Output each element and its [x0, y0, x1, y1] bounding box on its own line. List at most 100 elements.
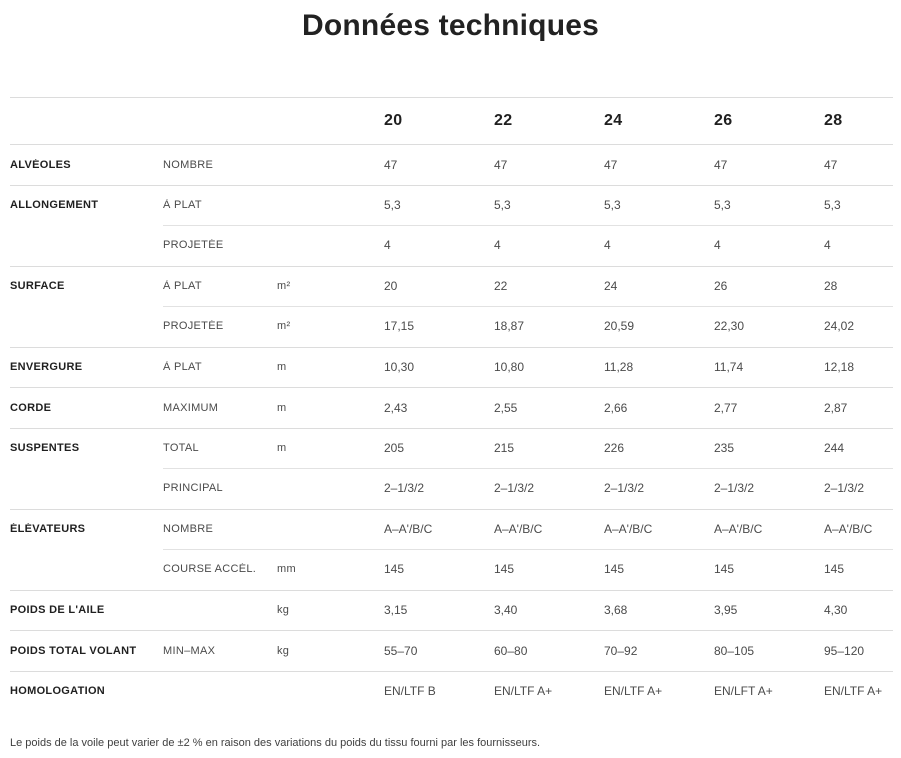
- value-cell: 17,15: [384, 319, 415, 334]
- table-row: HOMOLOGATION EN/LTF B EN/LTF A+ EN/LTF A…: [10, 670, 893, 712]
- page: Données techniques 20 22 24 26 28 ALVÉOL…: [0, 9, 901, 749]
- table-row: ALLONGEMENT À PLAT 5,3 5,3 5,3 5,3 5,3: [10, 184, 893, 226]
- row-category-label: HOMOLOGATION: [10, 685, 106, 698]
- row-category-label: ALLONGEMENT: [10, 199, 99, 212]
- value-cell: A–A'/B/C: [494, 522, 543, 537]
- value-cell: 47: [714, 157, 728, 172]
- value-cell: 4: [714, 238, 721, 253]
- row-unit-label: m²: [277, 320, 291, 333]
- table-row: POIDS TOTAL VOLANT MIN–MAX kg 55–70 60–8…: [10, 630, 893, 671]
- value-cell: 5,3: [824, 198, 841, 213]
- row-category-label: POIDS DE L'AILE: [10, 604, 105, 617]
- size-column-header: 24: [604, 112, 623, 129]
- value-cell: EN/LTF A+: [604, 684, 663, 699]
- value-cell: 4: [384, 238, 391, 253]
- value-cell: 55–70: [384, 643, 418, 658]
- table-row: POIDS DE L'AILE kg 3,15 3,40 3,68 3,95 4…: [10, 589, 893, 631]
- value-cell: 235: [714, 441, 735, 456]
- table-row: ALVÉOLES NOMBRE 47 47 47 47 47: [10, 144, 893, 185]
- row-category-label: ENVERGURE: [10, 361, 83, 374]
- table-row: SUSPENTES TOTAL m 205 215 226 235 244: [10, 427, 893, 469]
- value-cell: 2–1/3/2: [494, 481, 535, 496]
- technical-data-table: 20 22 24 26 28 ALVÉOLES NOMBRE 47 47 47 …: [10, 97, 893, 711]
- value-cell: 215: [494, 441, 515, 456]
- value-cell: 2–1/3/2: [604, 481, 645, 496]
- value-cell: 95–120: [824, 643, 865, 658]
- row-sub-label: PROJETÉE: [163, 320, 224, 333]
- value-cell: 20: [384, 279, 398, 294]
- page-title: Données techniques: [302, 9, 599, 42]
- value-cell: 11,28: [604, 360, 634, 375]
- value-cell: A–A'/B/C: [384, 522, 433, 537]
- value-cell: 24,02: [824, 319, 855, 334]
- value-cell: 22: [494, 279, 508, 294]
- table-row: CORDE MAXIMUM m 2,43 2,55 2,66 2,77 2,87: [10, 387, 893, 428]
- row-category-label: POIDS TOTAL VOLANT: [10, 644, 137, 657]
- row-sub-label: À PLAT: [163, 280, 202, 293]
- value-cell: 2–1/3/2: [384, 481, 425, 496]
- value-cell: A–A'/B/C: [824, 522, 873, 537]
- value-cell: 3,15: [384, 603, 408, 618]
- value-cell: 18,87: [494, 319, 525, 334]
- value-cell: 11,74: [714, 360, 744, 375]
- value-cell: 4,30: [824, 603, 848, 618]
- value-cell: 145: [604, 562, 625, 577]
- value-cell: 20,59: [604, 319, 635, 334]
- value-cell: 5,3: [604, 198, 621, 213]
- row-category-label: SUSPENTES: [10, 442, 80, 455]
- row-unit-label: m²: [277, 280, 291, 293]
- value-cell: 22,30: [714, 319, 745, 334]
- value-cell: 3,40: [494, 603, 518, 618]
- row-sub-label: À PLAT: [163, 361, 202, 374]
- value-cell: 2–1/3/2: [714, 481, 755, 496]
- value-cell: 2,77: [714, 400, 738, 415]
- table-body: ALVÉOLES NOMBRE 47 47 47 47 47 ALLONGEME…: [10, 144, 893, 711]
- value-cell: 10,80: [494, 360, 525, 375]
- row-category-label: ÉLÉVATEURS: [10, 523, 86, 536]
- value-cell: EN/LTF B: [384, 684, 436, 699]
- value-cell: 3,95: [714, 603, 738, 618]
- value-cell: 28: [824, 279, 838, 294]
- value-cell: 47: [824, 157, 838, 172]
- value-cell: 12,18: [824, 360, 855, 375]
- row-category-label: ALVÉOLES: [10, 158, 71, 171]
- row-sub-label: NOMBRE: [163, 158, 214, 171]
- value-cell: EN/LFT A+: [714, 684, 773, 699]
- value-cell: 47: [384, 157, 398, 172]
- row-sub-label: MAXIMUM: [163, 401, 219, 414]
- row-sub-label: MIN–MAX: [163, 644, 216, 657]
- value-cell: EN/LTF A+: [824, 684, 883, 699]
- value-cell: 2,66: [604, 400, 628, 415]
- value-cell: 4: [494, 238, 501, 253]
- size-column-header: 20: [384, 112, 403, 129]
- value-cell: 145: [384, 562, 405, 577]
- value-cell: 145: [824, 562, 845, 577]
- value-cell: 2,43: [384, 400, 408, 415]
- value-cell: 47: [494, 157, 508, 172]
- row-sub-label: PRINCIPAL: [163, 482, 223, 495]
- row-unit-label: mm: [277, 563, 296, 576]
- value-cell: 2,87: [824, 400, 848, 415]
- row-unit-label: m: [277, 401, 287, 414]
- value-cell: 47: [604, 157, 618, 172]
- value-cell: A–A'/B/C: [604, 522, 653, 537]
- value-cell: 205: [384, 441, 405, 456]
- row-sub-label: PROJETÉE: [163, 239, 224, 252]
- table-row: COURSE ACCÉL. mm 145 145 145 145 145: [10, 549, 893, 590]
- value-cell: 145: [714, 562, 735, 577]
- size-column-header: 28: [824, 112, 843, 129]
- table-header-row: 20 22 24 26 28: [10, 98, 893, 144]
- row-category-label: CORDE: [10, 401, 52, 414]
- size-column-header: 26: [714, 112, 733, 129]
- value-cell: 244: [824, 441, 845, 456]
- value-cell: 145: [494, 562, 515, 577]
- row-sub-label: TOTAL: [163, 442, 199, 455]
- table-row: PRINCIPAL 2–1/3/2 2–1/3/2 2–1/3/2 2–1/3/…: [10, 468, 893, 509]
- table-row: SURFACE À PLAT m² 20 22 24 26 28: [10, 265, 893, 307]
- table-row: PROJETÉE m² 17,15 18,87 20,59 22,30 24,0…: [10, 306, 893, 347]
- value-cell: 226: [604, 441, 625, 456]
- row-unit-label: kg: [277, 644, 290, 657]
- value-cell: 10,30: [384, 360, 415, 375]
- value-cell: A–A'/B/C: [714, 522, 763, 537]
- value-cell: 5,3: [384, 198, 401, 213]
